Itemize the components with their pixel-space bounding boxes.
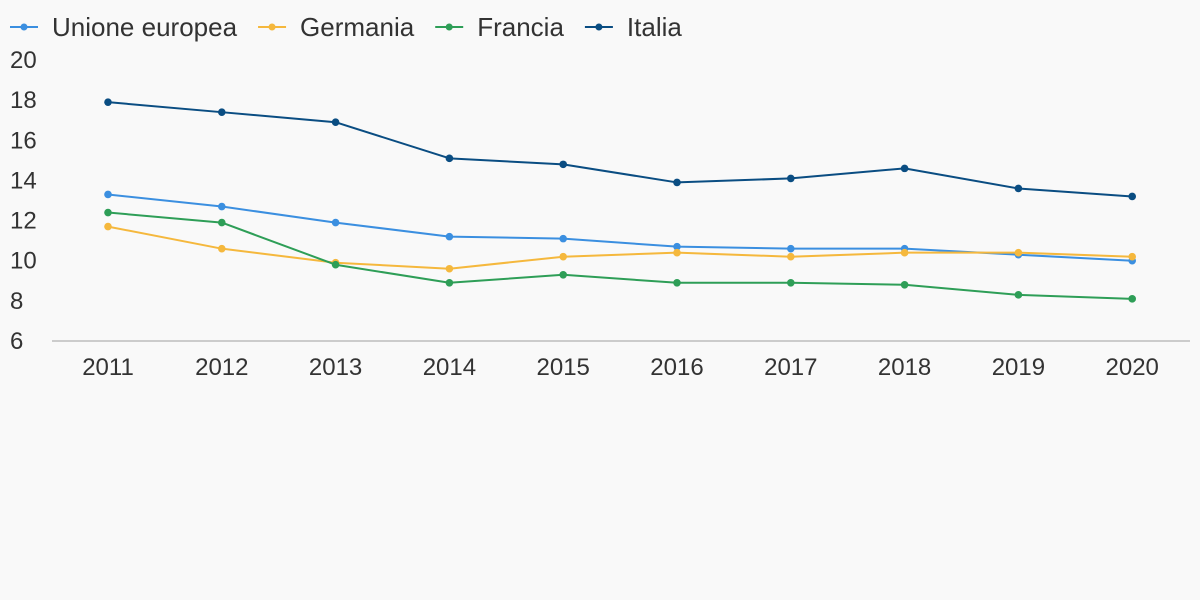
series-line-germania <box>107 225 1133 270</box>
data-point-italia-2018[interactable] <box>900 164 909 173</box>
data-point-francia-2014[interactable] <box>445 278 454 287</box>
data-point-unione-europea-2011[interactable] <box>104 190 112 199</box>
data-point-unione-europea-2013[interactable] <box>331 218 340 227</box>
data-point-italia-2012[interactable] <box>218 108 226 116</box>
legend-item-francia[interactable]: Francia <box>435 12 564 42</box>
data-point-germania-2015[interactable] <box>559 252 567 261</box>
y-tick-label: 18 <box>10 87 37 114</box>
legend-item-italia[interactable]: Italia <box>584 12 682 42</box>
data-point-francia-2012[interactable] <box>218 218 226 227</box>
x-tick-label: 2011 <box>82 354 134 381</box>
data-point-italia-2013[interactable] <box>331 118 340 127</box>
x-tick-label: 2018 <box>878 354 931 381</box>
legend-item-germania[interactable]: Germania <box>258 12 415 42</box>
y-axis-ticks: 6 8 10 12 14 16 18 20 <box>10 47 37 355</box>
legend-label: Francia <box>477 12 564 42</box>
data-point-italia-2020[interactable] <box>1128 192 1136 201</box>
data-point-germania-2018[interactable] <box>900 248 909 257</box>
data-point-unione-europea-2014[interactable] <box>445 232 454 241</box>
data-point-italia-2014[interactable] <box>445 154 454 163</box>
legend-swatch-marker <box>268 23 276 31</box>
legend-label: Germania <box>300 12 415 42</box>
legend-swatch-marker <box>595 23 603 31</box>
legend-label: Unione europea <box>52 12 238 42</box>
x-axis-ticks: 2011 2012 2013 2014 2015 2016 2017 2018 2019 2020 <box>82 354 1159 381</box>
series-line-unione-europea <box>107 193 1133 262</box>
series-line-francia <box>107 211 1133 300</box>
x-tick-label: 2017 <box>764 354 817 381</box>
data-point-germania-2019[interactable] <box>1014 248 1023 257</box>
data-point-francia-2013[interactable] <box>331 260 340 269</box>
x-tick-label: 2016 <box>650 354 703 381</box>
legend: Unione europea Germania Francia Italia <box>10 12 682 42</box>
data-point-francia-2015[interactable] <box>559 270 567 279</box>
legend-item-unione-europea[interactable]: Unione europea <box>10 12 238 42</box>
data-point-germania-2016[interactable] <box>673 248 681 257</box>
data-point-francia-2019[interactable] <box>1014 291 1023 299</box>
data-point-unione-europea-2012[interactable] <box>218 202 226 211</box>
y-tick-label: 12 <box>10 208 37 235</box>
y-tick-label: 14 <box>10 167 37 194</box>
series-line-italia <box>107 101 1133 198</box>
legend-swatch-marker <box>20 23 28 31</box>
data-point-francia-2018[interactable] <box>900 281 909 289</box>
y-tick-label: 8 <box>10 288 23 315</box>
data-point-francia-2017[interactable] <box>787 278 795 287</box>
data-point-italia-2015[interactable] <box>559 160 567 169</box>
x-tick-label: 2014 <box>423 354 476 381</box>
data-point-unione-europea-2016[interactable] <box>673 242 681 251</box>
data-point-francia-2016[interactable] <box>673 278 681 287</box>
data-point-francia-2011[interactable] <box>104 208 112 217</box>
series-italia <box>104 98 1136 201</box>
y-tick-label: 16 <box>10 127 37 154</box>
data-point-germania-2014[interactable] <box>445 264 454 273</box>
x-tick-label: 2012 <box>195 354 248 381</box>
data-point-germania-2020[interactable] <box>1128 252 1136 261</box>
x-tick-label: 2019 <box>992 354 1045 381</box>
x-tick-label: 2015 <box>537 354 590 381</box>
data-point-unione-europea-2017[interactable] <box>787 244 795 253</box>
x-tick-label: 2013 <box>309 354 362 381</box>
series-francia <box>104 208 1136 303</box>
y-tick-label: 20 <box>10 47 37 74</box>
legend-label: Italia <box>627 12 682 42</box>
data-point-italia-2017[interactable] <box>787 174 795 183</box>
data-point-francia-2020[interactable] <box>1128 295 1136 303</box>
x-tick-label: 2020 <box>1106 354 1159 381</box>
data-point-germania-2011[interactable] <box>104 222 112 231</box>
data-point-italia-2016[interactable] <box>673 178 681 187</box>
y-tick-label: 10 <box>10 248 37 275</box>
series-lines <box>104 98 1136 303</box>
series-germania <box>104 222 1136 273</box>
data-point-germania-2017[interactable] <box>787 252 795 261</box>
y-tick-label: 6 <box>10 328 23 355</box>
data-point-italia-2019[interactable] <box>1014 184 1023 193</box>
data-point-italia-2011[interactable] <box>104 98 112 106</box>
data-point-unione-europea-2015[interactable] <box>559 234 567 243</box>
data-point-germania-2012[interactable] <box>218 244 226 253</box>
legend-swatch-marker <box>445 23 453 31</box>
